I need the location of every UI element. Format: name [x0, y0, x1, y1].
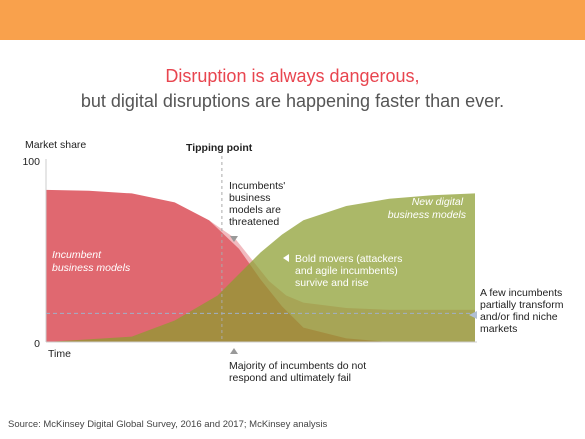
svg-text:A few incumbents partial: A few incumbents partially transform and… [480, 287, 566, 335]
annotation-line: Majority of incumbents do not [229, 360, 366, 372]
annotation-line: threatened [229, 216, 279, 228]
digital-series-label: New digital business models [388, 196, 467, 221]
annotation-few-incumbents: A few incumbents partially transform and… [469, 287, 566, 335]
incumbent-series-label: Incumbent business models [52, 249, 131, 274]
x-axis-label: Time [48, 348, 71, 360]
annotation-line: Bold movers (attackers [295, 253, 402, 265]
svg-text:Bold movers (attackers a: Bold movers (attackers and agile incumbe… [295, 253, 405, 289]
annotation-majority-fail: Majority of incumbents do not respond an… [229, 348, 369, 384]
triangle-up-icon [230, 348, 238, 354]
annotation-line: and agile incumbents) [295, 265, 398, 277]
annotation-line: respond and ultimately fail [229, 372, 351, 384]
annotation-line: business [229, 192, 270, 204]
annotation-line: partially transform [480, 299, 564, 311]
title-line-2: but digital disruptions are happening fa… [80, 91, 505, 111]
triangle-left-icon [469, 311, 477, 319]
y-tick-0: 0 [34, 338, 40, 350]
top-banner [0, 0, 585, 40]
annotation-line: models are [229, 204, 281, 216]
svg-text:Incumbents' business: Incumbents' business models are threaten… [229, 180, 288, 228]
source-note: Source: McKinsey Digital Global Survey, … [8, 419, 328, 430]
chart-areas [46, 189, 475, 342]
annotation-incumbents-threatened: Incumbents' business models are threaten… [229, 180, 288, 242]
y-axis-label: Market share [25, 139, 86, 151]
annotation-line: markets [480, 323, 517, 335]
y-tick-100: 100 [22, 156, 40, 168]
triangle-down-icon [230, 236, 238, 242]
triangle-left-icon [283, 254, 289, 262]
annotation-line: survive and rise [295, 277, 369, 289]
digital-area [46, 193, 475, 342]
title-line-1: Disruption is always dangerous, [165, 66, 420, 86]
incumbent-area [46, 189, 475, 342]
tipping-point-label: Tipping point [186, 142, 253, 154]
annotation-line: A few incumbents [480, 287, 562, 299]
annotation-line: and/or find niche [480, 311, 558, 323]
annotation-line: Incumbents' [229, 180, 285, 192]
svg-text:Majority of incumbents do not: Majority of incumbents do not respond an… [229, 360, 369, 384]
annotation-bold-movers: Bold movers (attackers and agile incumbe… [283, 253, 405, 289]
